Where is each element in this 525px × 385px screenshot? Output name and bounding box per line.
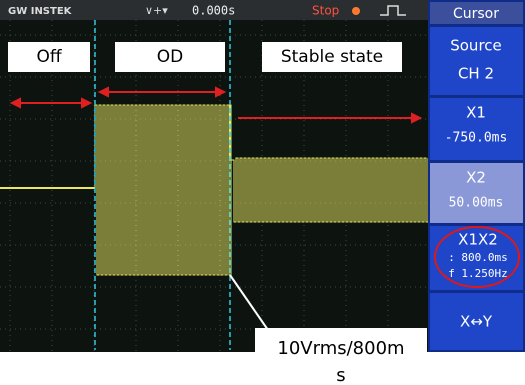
measure-tail: s: [336, 365, 345, 385]
x2-label: X2: [466, 169, 486, 187]
off-label: Off: [36, 47, 62, 67]
menu-title: Cursor: [453, 6, 499, 22]
source-label: Source: [450, 37, 502, 55]
x1-value: -750.0ms: [445, 131, 508, 146]
measure-label: 10Vrms/800m: [277, 338, 404, 359]
status-dot: [352, 7, 360, 15]
source-value: CH 2: [458, 65, 494, 83]
trigger-icon: ∨+▾: [145, 4, 168, 17]
od-state-label: state: [148, 75, 191, 95]
stable-label: Stable state: [281, 47, 383, 67]
trace-od: [95, 105, 231, 275]
swap-label: X↔Y: [460, 313, 493, 331]
oscilloscope-photo: GW INSTEK ∨+▾ 0.000s Stop Off state OD s…: [0, 0, 525, 385]
x1-label: X1: [466, 104, 486, 122]
delta-label: X1X2: [458, 231, 498, 249]
delta-freq: f 1.250Hz: [448, 267, 508, 280]
off-state-label: state: [27, 75, 70, 95]
time-offset: 0.000s: [192, 4, 235, 18]
delta-time: : 800.0ms: [448, 251, 508, 264]
od-label: OD: [157, 47, 183, 67]
x2-value: 50.00ms: [449, 196, 504, 211]
run-status: Stop: [312, 4, 339, 18]
brand: GW INSTEK: [8, 6, 73, 17]
